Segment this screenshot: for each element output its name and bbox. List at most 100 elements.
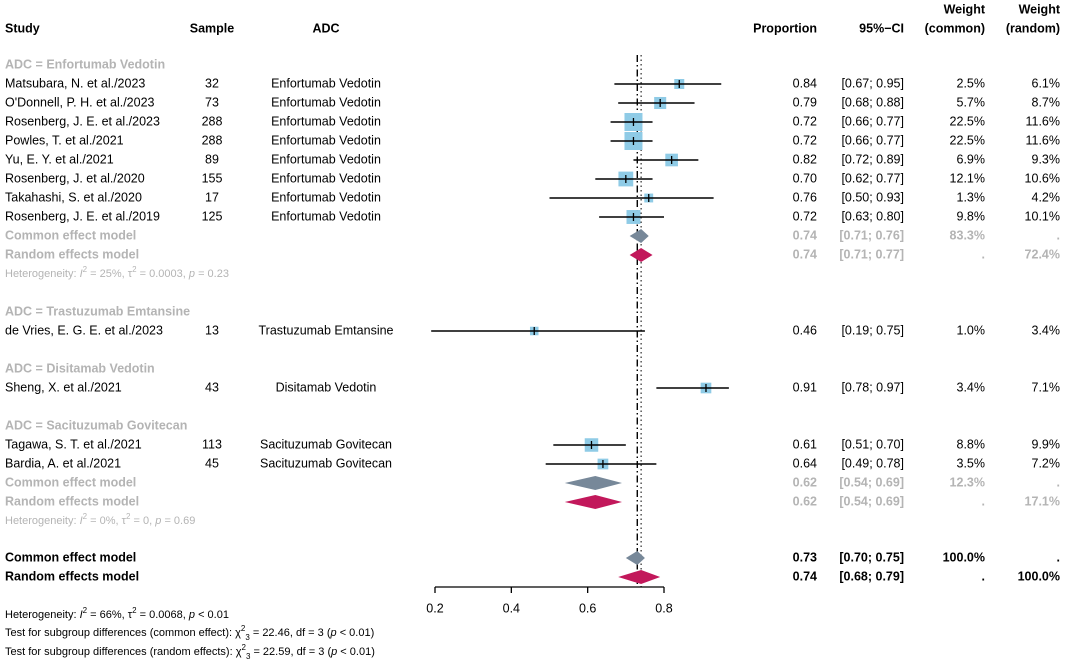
study-weight-common: 22.5% [950,133,985,147]
study-weight-random: 7.2% [1032,456,1061,470]
random-model-weight-common: . [982,247,985,261]
study-ci: [0.66; 0.77] [841,133,904,147]
random-model-ci: [0.68; 0.79] [839,569,904,583]
header-adc: ADC [312,21,339,35]
study-adc: Enfortumab Vedotin [271,190,381,204]
study-weight-common: 8.8% [957,437,986,451]
random-model-weight-random: 72.4% [1025,247,1060,261]
common-model-diamond [629,229,649,243]
random-model-weight-random: 17.1% [1025,494,1060,508]
study-proportion: 0.91 [793,380,817,394]
random-model-weight-common: . [982,569,985,583]
random-model-ci: [0.54; 0.69] [839,494,904,508]
common-model-ci: [0.54; 0.69] [839,475,904,489]
study-ci: [0.66; 0.77] [841,114,904,128]
header-weight-random-sub: (random) [1006,21,1060,35]
random-model-weight-common: . [982,494,985,508]
heterogeneity-text: Heterogeneity: I2 = 0%, τ2 = 0, p = 0.69 [5,512,195,527]
study-adc: Trastuzumab Emtansine [258,323,393,337]
study-proportion: 0.72 [793,133,817,147]
common-model-weight-random: . [1057,550,1060,564]
study-name: Bardia, A. et al./2021 [5,456,121,470]
common-model-proportion: 0.62 [793,475,817,489]
study-name: O'Donnell, P. H. et al./2023 [5,95,155,109]
common-model-proportion: 0.73 [793,550,817,564]
heterogeneity-text: Heterogeneity: I2 = 25%, τ2 = 0.0003, p … [5,265,229,280]
subgroup-title: ADC = Trastuzumab Emtansine [5,304,190,318]
random-model-label: Random effects model [5,247,139,261]
study-weight-random: 7.1% [1032,380,1061,394]
study-sample: 125 [202,209,223,223]
study-ci: [0.63; 0.80] [841,209,904,223]
study-name: Sheng, X. et al./2021 [5,380,122,394]
x-axis-tick-label: 0.4 [503,601,520,615]
common-model-label: Common effect model [5,228,136,242]
random-model-diamond [629,248,653,262]
study-proportion: 0.72 [793,114,817,128]
study-ci: [0.62; 0.77] [841,171,904,185]
random-model-diamond [564,495,623,509]
study-sample: 43 [205,380,219,394]
study-sample: 113 [202,437,222,451]
study-weight-random: 10.6% [1025,171,1060,185]
study-name: de Vries, E. G. E. et al./2023 [5,323,163,337]
study-weight-common: 22.5% [950,114,985,128]
header-ci: 95%−CI [859,21,904,35]
study-ci: [0.78; 0.97] [841,380,904,394]
study-ci: [0.68; 0.88] [841,95,904,109]
subgroup-test-random: Test for subgroup differences (random ef… [5,643,375,661]
study-proportion: 0.84 [793,76,817,90]
study-weight-common: 5.7% [957,95,986,109]
random-model-ci: [0.71; 0.77] [839,247,904,261]
study-proportion: 0.61 [793,437,817,451]
study-sample: 288 [202,133,223,147]
random-model-proportion: 0.74 [793,247,817,261]
study-sample: 17 [205,190,219,204]
study-adc: Enfortumab Vedotin [271,114,381,128]
study-proportion: 0.64 [793,456,817,470]
study-name: Powles, T. et al./2021 [5,133,124,147]
study-weight-common: 1.0% [957,323,986,337]
common-model-weight-random: . [1057,228,1060,242]
study-weight-random: 11.6% [1025,114,1060,128]
study-sample: 89 [205,152,219,166]
subgroup-title: ADC = Sacituzumab Govitecan [5,418,187,432]
common-model-proportion: 0.74 [793,228,817,242]
common-model-weight-common: 100.0% [943,550,985,564]
random-model-label: Random effects model [5,569,139,583]
random-model-proportion: 0.62 [793,494,817,508]
study-ci: [0.49; 0.78] [841,456,904,470]
study-weight-random: 4.2% [1032,190,1061,204]
study-weight-random: 10.1% [1025,209,1060,223]
random-model-proportion: 0.74 [793,569,817,583]
common-model-label: Common effect model [5,475,136,489]
random-model-diamond [618,570,661,584]
x-axis-tick-label: 0.8 [655,601,672,615]
common-model-diamond [625,551,645,565]
study-ci: [0.67; 0.95] [841,76,904,90]
study-sample: 45 [205,456,219,470]
study-sample: 32 [205,76,219,90]
common-model-diamond [564,476,623,490]
study-sample: 13 [205,323,219,337]
study-sample: 288 [202,114,223,128]
study-adc: Enfortumab Vedotin [271,95,381,109]
common-model-weight-common: 12.3% [950,475,985,489]
study-proportion: 0.70 [793,171,817,185]
study-weight-random: 6.1% [1032,76,1061,90]
study-adc: Enfortumab Vedotin [271,76,381,90]
study-weight-random: 9.3% [1032,152,1061,166]
header-weight-random: Weight [1019,2,1061,16]
study-weight-common: 1.3% [957,190,986,204]
random-model-label: Random effects model [5,494,139,508]
random-model-weight-random: 100.0% [1018,569,1060,583]
subgroup-title: ADC = Disitamab Vedotin [5,361,155,375]
subgroup-test-common: Test for subgroup differences (common ef… [5,624,374,642]
study-ci: [0.72; 0.89] [841,152,904,166]
study-adc: Disitamab Vedotin [276,380,377,394]
study-weight-common: 9.8% [957,209,986,223]
common-model-weight-random: . [1057,475,1060,489]
study-adc: Sacituzumab Govitecan [260,437,392,451]
common-model-ci: [0.71; 0.76] [839,228,904,242]
overall-heterogeneity-text: Heterogeneity: I2 = 66%, τ2 = 0.0068, p … [5,606,229,621]
